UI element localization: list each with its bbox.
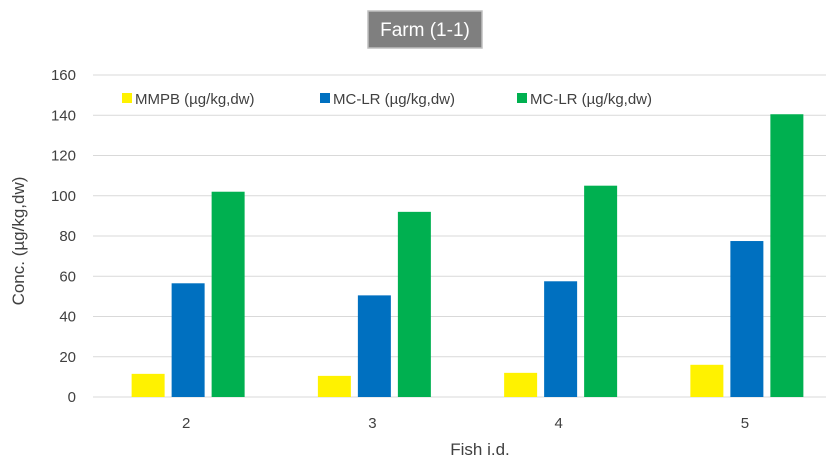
y-tick-labels: 0 20 40 60 80 100 120 140 160 [51,67,76,406]
y-tick-label: 60 [59,268,76,285]
legend-label: MC-LR (µg/kg,dw) [333,91,455,108]
y-tick-label: 0 [68,389,76,406]
chart-title-background [367,10,483,49]
x-tick-labels: 2 3 4 5 [182,415,749,432]
legend-swatch [122,93,132,103]
y-axis-title: Conc. (µg/kg,dw) [9,177,28,306]
x-tick-label: 4 [554,415,562,432]
bar [397,211,431,397]
chart-title-box: Farm (1-1) [367,10,483,49]
bar [770,114,804,398]
legend: MMPB (µg/kg,dw) MC-LR (µg/kg,dw) MC-LR (µg… [122,91,652,108]
bar [171,283,205,397]
bar [504,372,538,397]
bar [584,185,618,397]
y-tick-label: 80 [59,228,76,245]
bar [544,281,578,397]
y-tick-label: 120 [51,148,76,165]
legend-label: MC-LR (µg/kg,dw) [530,91,652,108]
x-axis-title: Fish i.d. [450,440,510,459]
y-tick-label: 100 [51,188,76,205]
x-tick-label: 3 [368,415,376,432]
legend-swatch [320,93,330,103]
bar [357,295,391,397]
y-tick-label: 140 [51,107,76,124]
y-tick-label: 160 [51,67,76,84]
y-tick-label: 40 [59,309,76,326]
bar [211,191,245,397]
x-tick-label: 2 [182,415,190,432]
bars [131,114,804,398]
legend-swatch [517,93,527,103]
bar [131,373,165,397]
legend-label: MMPB (µg/kg,dw) [135,91,255,108]
chart-title: Farm (1-1) [380,20,470,41]
y-tick-label: 20 [59,349,76,366]
bar [690,364,724,397]
bar [317,375,351,397]
bar [730,241,764,397]
x-tick-label: 5 [741,415,749,432]
